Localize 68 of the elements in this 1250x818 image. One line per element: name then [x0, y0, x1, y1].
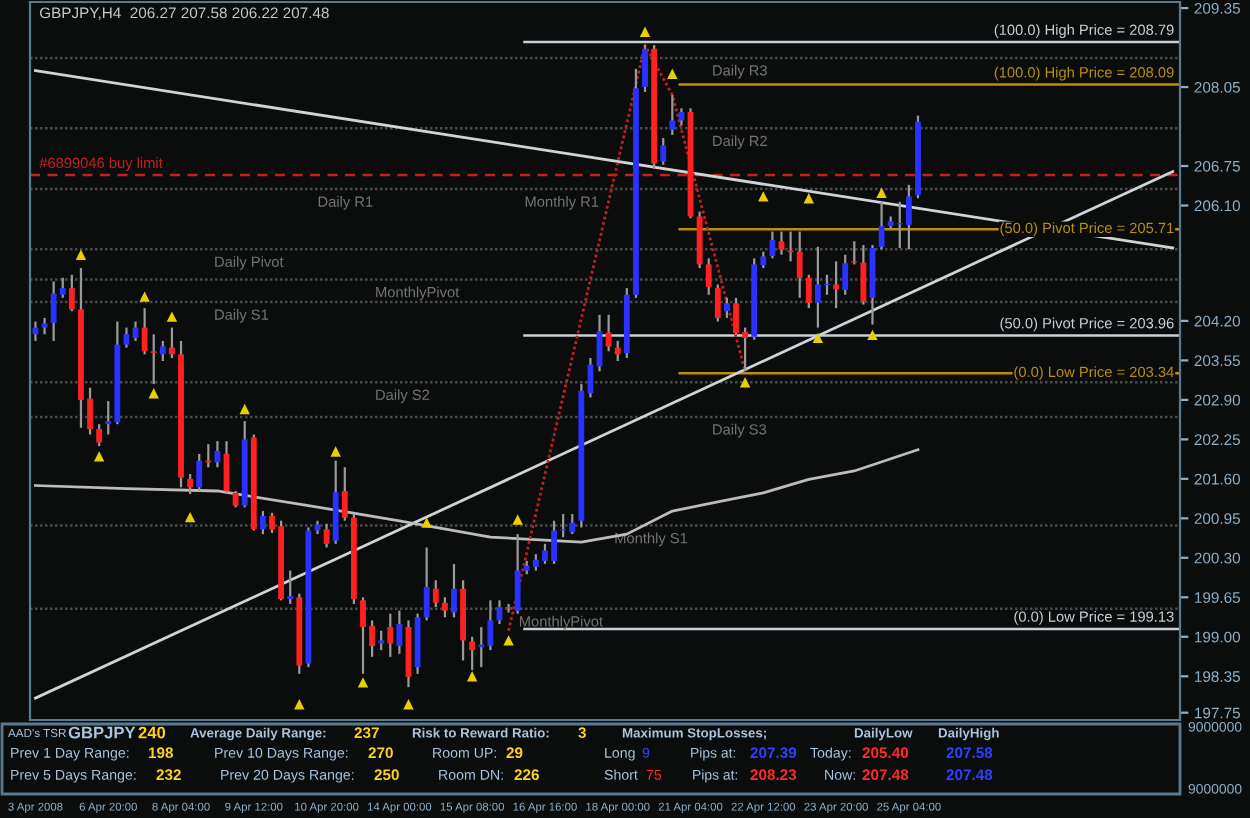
point [184, 511, 196, 523]
candlestick [614, 339, 621, 363]
point [876, 187, 887, 198]
candlestick [441, 596, 448, 619]
candlestick [423, 546, 430, 622]
text: 240 [138, 726, 166, 739]
candlestick [769, 230, 776, 260]
point [512, 514, 523, 525]
point [93, 451, 105, 462]
candlestick [341, 466, 348, 522]
point [466, 671, 478, 682]
point [357, 677, 369, 688]
candlestick [451, 562, 457, 619]
point [75, 249, 87, 260]
candlestick [260, 509, 266, 536]
point [148, 388, 159, 399]
candlestick [696, 210, 703, 270]
candlestick [605, 313, 612, 353]
line-series [34, 448, 920, 544]
candlestick [833, 260, 839, 310]
candlestick [669, 93, 676, 137]
candlestick [642, 44, 648, 94]
candlestick [141, 307, 148, 356]
point [639, 26, 651, 37]
candlestick [323, 522, 330, 549]
candlestick [169, 326, 175, 360]
point [503, 635, 514, 646]
candlestick [123, 326, 130, 349]
candlestick [68, 273, 75, 313]
point [294, 699, 305, 710]
point [330, 446, 341, 457]
point [667, 68, 678, 79]
candlestick [787, 230, 794, 263]
candlestick [805, 273, 812, 310]
candlestick [514, 533, 521, 615]
point [166, 311, 178, 322]
candlestick [705, 257, 712, 296]
candlestick [905, 183, 912, 251]
candlestick [387, 612, 394, 658]
text: GBPJPY [68, 726, 136, 739]
candlestick [660, 136, 667, 166]
candlestick [187, 472, 194, 496]
candlestick [860, 243, 867, 306]
candlestick [851, 240, 858, 266]
candlestick [396, 609, 403, 655]
candlestick [796, 230, 803, 299]
candlestick [196, 452, 203, 493]
point [739, 377, 751, 388]
point [239, 403, 250, 415]
candlestick [150, 333, 157, 386]
candlestick [469, 635, 476, 672]
candlestick [778, 230, 785, 256]
candlestick [432, 579, 439, 609]
candlestick [159, 339, 166, 363]
candlestick [96, 423, 103, 448]
candlestick [714, 283, 721, 323]
point [758, 191, 769, 202]
candlestick [378, 629, 385, 652]
candlestick [287, 569, 294, 606]
point [803, 193, 814, 204]
point [867, 329, 878, 341]
point [139, 291, 150, 302]
candlestick [842, 253, 849, 296]
candlestick [724, 296, 730, 319]
candlestick [41, 316, 48, 336]
point [812, 332, 824, 344]
point [403, 699, 414, 710]
point [421, 517, 432, 528]
